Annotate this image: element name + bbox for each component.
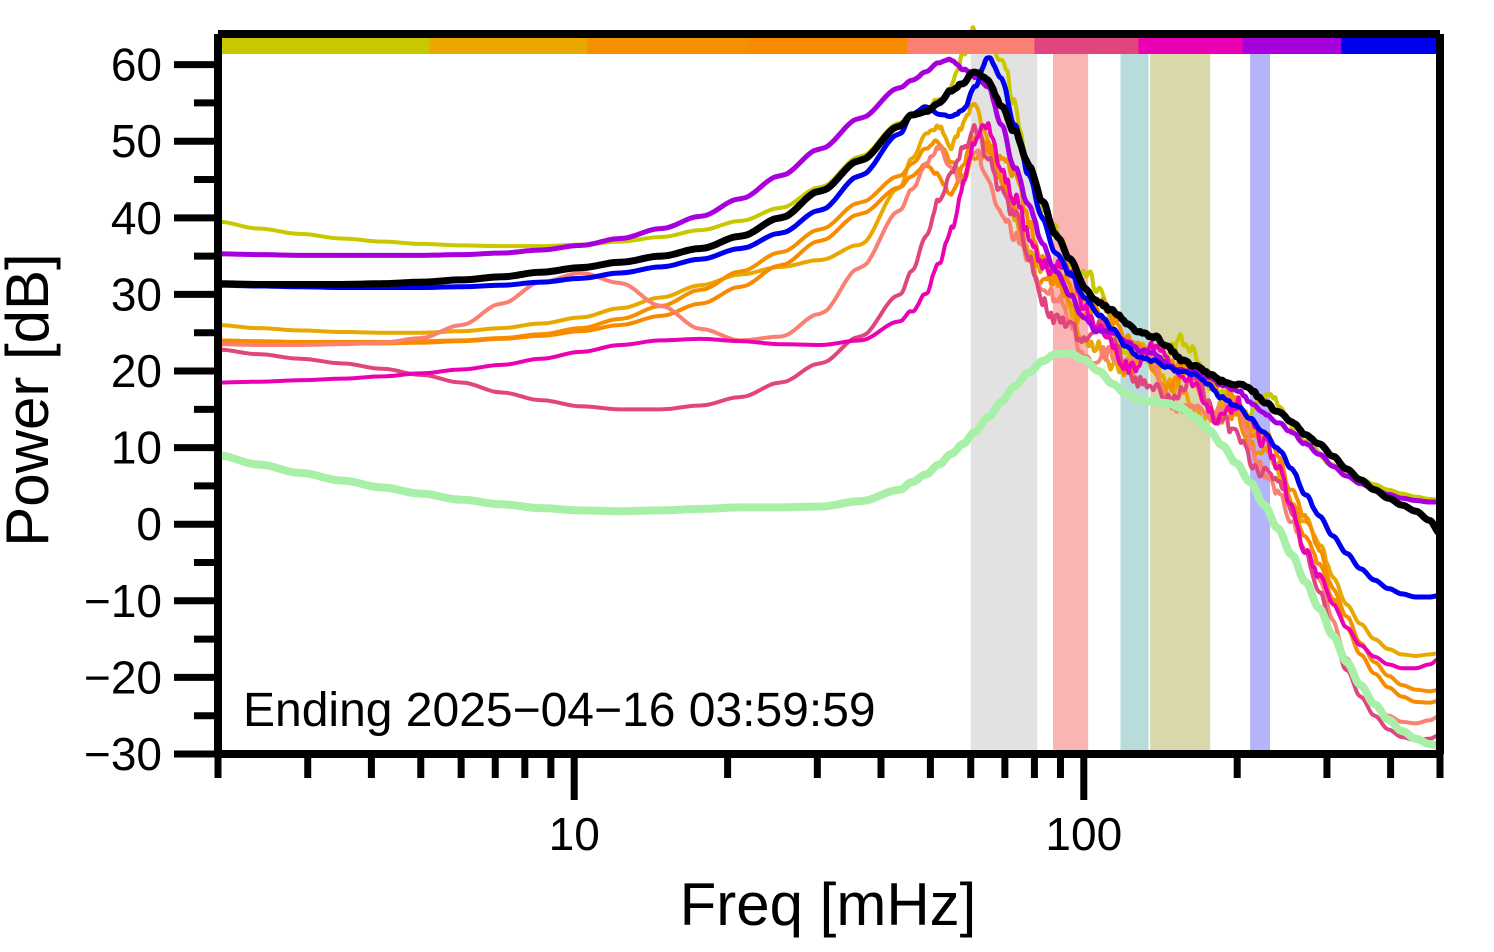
seg-crimson	[1034, 38, 1140, 54]
y-tick-label: 10	[111, 422, 162, 474]
y-tick-label: −20	[84, 651, 162, 703]
x-tick-label: 100	[1045, 808, 1122, 860]
y-tick-label: 40	[111, 192, 162, 244]
y-tick-label: 60	[111, 39, 162, 91]
trace-palegreen	[214, 349, 1444, 751]
trace-crimson	[216, 123, 1442, 743]
seg-purple	[1242, 38, 1342, 54]
band-pink	[1052, 34, 1089, 754]
trace-purple	[215, 56, 1443, 505]
y-axis-title: Power [dB]	[0, 253, 61, 546]
seg-orange2	[748, 38, 908, 54]
y-axis-ticks	[174, 61, 218, 758]
trace-blue	[215, 55, 1443, 600]
x-axis-title: Freq [mHz]	[680, 871, 977, 938]
seg-orange	[587, 38, 750, 54]
seg-olive	[218, 38, 431, 54]
seg-salmon	[907, 38, 1036, 54]
x-tick-label: 10	[549, 808, 600, 860]
seg-magenta	[1138, 38, 1244, 54]
y-tick-label: 30	[111, 268, 162, 320]
y-tick-label: −30	[84, 728, 162, 780]
y-tick-label: 20	[111, 345, 162, 397]
seg-gold	[429, 38, 588, 54]
y-axis-tick-labels: 60 50 40 30 20 10 0 −10 −20 −30	[84, 39, 162, 780]
y-tick-label: −10	[84, 575, 162, 627]
y-tick-label: 50	[111, 115, 162, 167]
x-axis-ticks	[214, 754, 1444, 800]
y-tick-label: 0	[136, 498, 162, 550]
trace-magenta	[216, 121, 1442, 671]
ending-timestamp-annotation: Ending 2025−04−16 03:59:59	[243, 684, 876, 737]
x-axis-tick-labels: 10 100	[549, 808, 1123, 860]
seg-blue	[1341, 38, 1441, 54]
data-curves-group	[214, 25, 1444, 751]
trace-black	[214, 68, 1444, 537]
top-colorbar	[218, 38, 1441, 54]
trace-orange	[216, 138, 1442, 694]
